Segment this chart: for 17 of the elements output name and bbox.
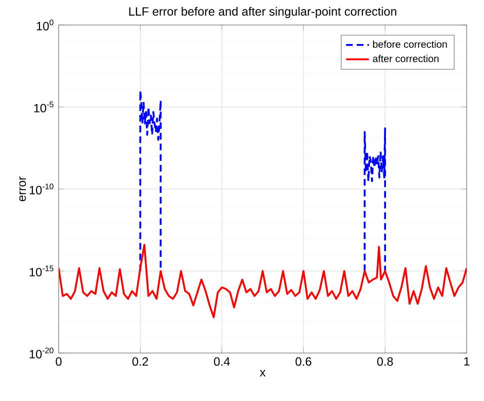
x-tick-label: 0.8: [377, 357, 393, 366]
x-tick-label: 0.4: [214, 357, 230, 366]
y-tick-label: 10$^{-15}$: [30, 266, 54, 276]
line-series: [58, 244, 467, 318]
x-tick-label: 1: [464, 357, 470, 366]
y-axis-title: error: [19, 176, 26, 202]
x-tick-label: 0.6: [296, 357, 312, 366]
x-tick-label: 0.2: [132, 357, 148, 366]
y-tick-label: 10$^{0}$: [36, 20, 54, 30]
x-tick-label: 0: [56, 357, 62, 366]
x-axis-title: x: [260, 370, 266, 376]
y-tick-label: 10$^{-20}$: [30, 348, 54, 358]
y-tick-label: 10$^{-5}$: [34, 102, 54, 112]
legend-label: after correction: [372, 54, 438, 62]
y-tick-label: 10$^{-10}$: [30, 184, 54, 194]
chart-title: LLF error before and after singular-point correction: [129, 6, 396, 18]
legend-label: before correction: [373, 40, 447, 48]
